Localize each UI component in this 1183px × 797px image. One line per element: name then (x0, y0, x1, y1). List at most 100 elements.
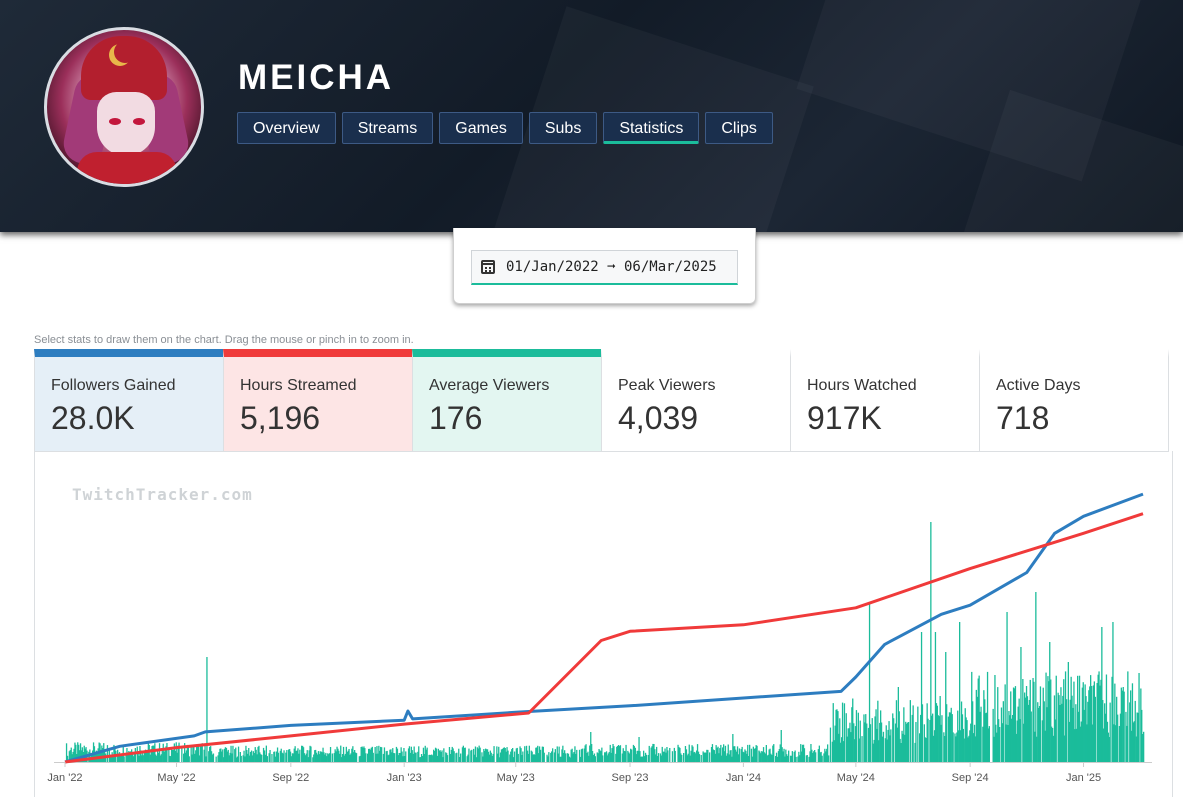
viewer-bar (295, 751, 297, 762)
viewer-bar (538, 746, 541, 762)
viewer-bar (339, 753, 341, 762)
viewer-bar (919, 733, 921, 762)
viewer-bar (150, 749, 152, 762)
viewer-bar (242, 755, 244, 762)
viewer-bar (666, 747, 668, 762)
viewer-bar (247, 753, 249, 762)
viewer-bar (1004, 684, 1006, 762)
viewer-bar (767, 754, 769, 762)
viewer-bar (700, 755, 702, 762)
viewer-bar (832, 703, 834, 762)
viewer-bar (1127, 671, 1129, 762)
viewer-bar (298, 753, 300, 762)
viewer-bar (853, 723, 855, 762)
viewer-bar (556, 746, 558, 762)
viewer-bar (1101, 627, 1103, 762)
viewer-bar (1044, 730, 1046, 762)
viewer-bar (223, 748, 226, 762)
viewer-bar (673, 747, 675, 762)
tab-clips[interactable]: Clips (705, 112, 773, 144)
viewer-bar (929, 720, 931, 762)
viewer-bar (512, 748, 514, 762)
viewer-bar (385, 751, 387, 762)
viewer-bar (173, 743, 175, 762)
viewer-bar (548, 752, 550, 762)
viewer-bar (993, 736, 995, 762)
viewer-bar (418, 746, 420, 762)
tab-overview[interactable]: Overview (237, 112, 336, 144)
viewer-bar (704, 752, 706, 762)
viewer-bar (258, 745, 260, 762)
viewer-bar (236, 756, 239, 762)
viewer-bar (461, 747, 464, 762)
viewer-bar (1140, 688, 1142, 762)
viewer-bar (492, 753, 494, 762)
viewer-bar (335, 751, 337, 762)
viewer-bar (499, 757, 501, 762)
viewer-bar (852, 698, 854, 762)
viewer-bar (491, 755, 493, 762)
viewer-bar (201, 743, 203, 762)
viewer-bar (463, 747, 465, 762)
date-range-card: 01/Jan/2022 ➞ 06/Mar/2025 (453, 228, 756, 304)
viewer-bar (723, 744, 725, 762)
viewer-bar (1035, 592, 1037, 762)
viewer-bar (972, 733, 975, 762)
viewer-bar (985, 713, 987, 762)
viewer-bar (865, 714, 867, 762)
date-range-input[interactable]: 01/Jan/2022 ➞ 06/Mar/2025 (471, 250, 738, 285)
viewer-bar (441, 750, 443, 762)
stat-hours-streamed[interactable]: Hours Streamed 5,196 (223, 349, 413, 452)
viewer-bar (321, 752, 323, 762)
viewer-bar (563, 752, 565, 762)
viewer-bar (778, 749, 780, 762)
chart-area[interactable] (34, 451, 1173, 797)
viewer-bar (775, 756, 777, 762)
stat-active-days[interactable]: Active Days 718 (979, 349, 1169, 452)
tab-statistics[interactable]: Statistics (603, 112, 700, 144)
viewer-bar (956, 732, 958, 762)
stat-followers-gained[interactable]: Followers Gained 28.0K (34, 349, 224, 452)
viewer-bar (345, 746, 347, 762)
viewer-bar (1130, 730, 1133, 762)
viewer-bar (149, 754, 151, 762)
viewer-bar (814, 750, 816, 762)
viewer-bar (901, 730, 903, 762)
stat-average-viewers[interactable]: Average Viewers 176 (412, 349, 602, 452)
viewer-bar (616, 746, 618, 762)
tab-games[interactable]: Games (439, 112, 523, 144)
viewer-bar (728, 754, 730, 762)
viewer-bar (268, 753, 270, 762)
viewer-bar (903, 707, 905, 762)
viewer-bar (982, 726, 984, 762)
tab-subs[interactable]: Subs (528, 112, 598, 144)
stat-peak-viewers[interactable]: Peak Viewers 4,039 (601, 349, 791, 452)
viewer-bar (717, 746, 719, 762)
viewer-bar (847, 728, 849, 762)
viewer-bar (1109, 702, 1111, 762)
viewer-bar (178, 742, 180, 762)
viewer-bar (538, 753, 540, 762)
viewer-bar (1047, 676, 1049, 762)
date-range-value: 01/Jan/2022 ➞ 06/Mar/2025 (506, 259, 717, 275)
viewer-bar (316, 754, 319, 762)
viewer-bar (328, 753, 331, 762)
viewer-bar (817, 749, 819, 762)
viewer-bar (211, 754, 214, 762)
viewer-bar (310, 746, 312, 762)
viewer-bar (376, 746, 378, 762)
channel-name: MEICHA (238, 58, 395, 97)
viewer-bar (473, 748, 475, 762)
tab-streams[interactable]: Streams (341, 112, 434, 144)
viewer-bar (1132, 722, 1135, 762)
viewer-bar (707, 749, 709, 762)
viewer-bar (340, 745, 342, 762)
statistics-chart[interactable]: Jan '22 May '22 Sep '22 Jan '23 May '23 Sep '… (34, 451, 1173, 797)
viewer-bar (151, 746, 153, 762)
viewer-bar (696, 750, 698, 762)
viewer-bar (969, 730, 971, 762)
viewer-bar (894, 723, 897, 762)
viewer-bar (960, 701, 963, 762)
stat-hours-watched[interactable]: Hours Watched 917K (790, 349, 980, 452)
viewer-bar (206, 657, 208, 762)
